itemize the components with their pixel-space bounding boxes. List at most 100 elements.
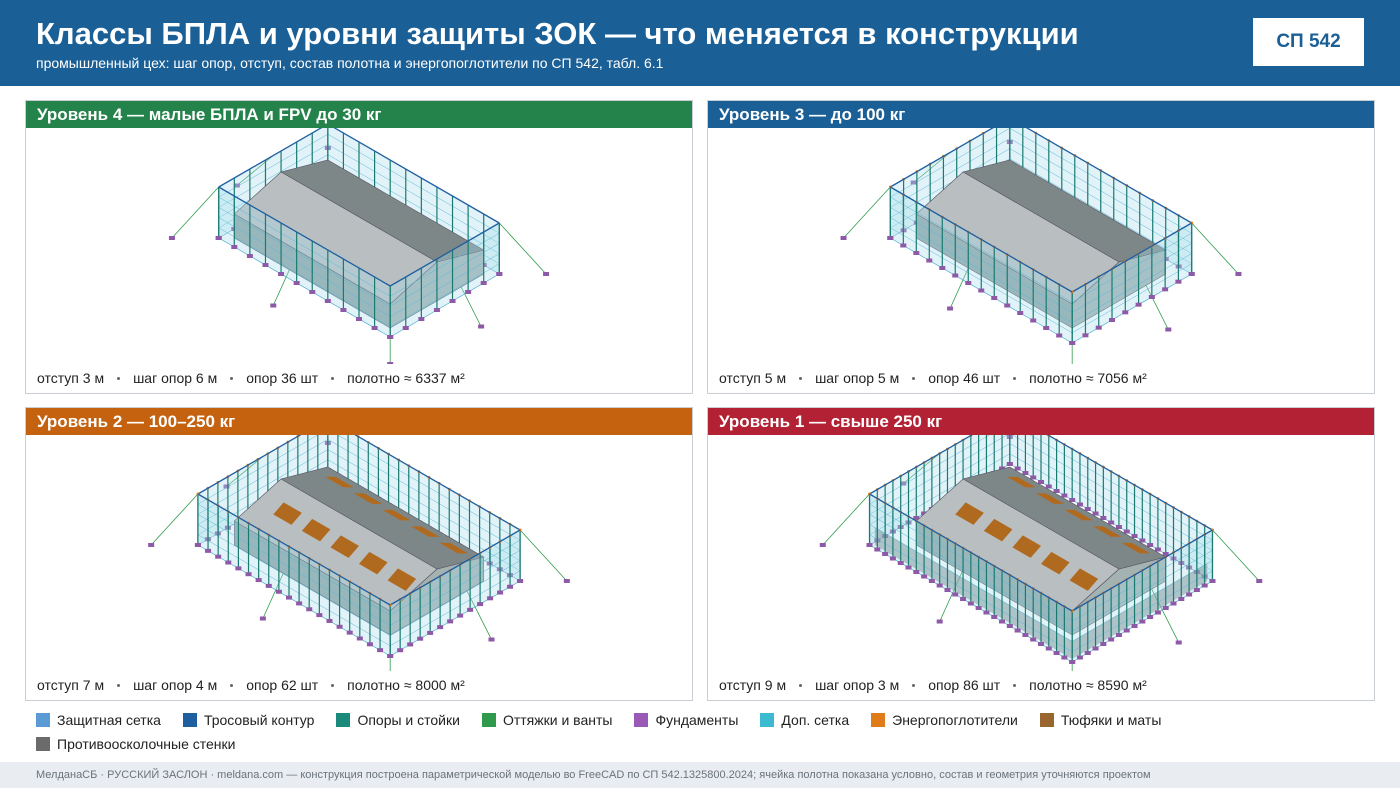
foundation bbox=[366, 642, 373, 647]
anchor bbox=[910, 180, 917, 185]
subtitle: промышленный цех: шаг опор, отступ, сост… bbox=[36, 55, 664, 71]
foundation bbox=[1100, 642, 1107, 646]
mat bbox=[1092, 526, 1122, 537]
mat bbox=[410, 526, 440, 537]
cable bbox=[389, 222, 500, 287]
mat bbox=[353, 493, 383, 504]
foundation bbox=[1148, 295, 1155, 299]
foundation bbox=[1030, 475, 1037, 480]
foundation bbox=[417, 636, 424, 641]
guy-wire bbox=[519, 529, 568, 582]
legend-item: Тюфяки и маты bbox=[1039, 708, 1161, 732]
mat bbox=[1012, 535, 1041, 558]
mat bbox=[955, 502, 984, 525]
mesh-line bbox=[390, 263, 500, 328]
foundation bbox=[1053, 489, 1060, 493]
guy-wire bbox=[236, 155, 274, 186]
legend-label: Доп. сетка bbox=[781, 712, 850, 728]
foundation bbox=[1092, 646, 1099, 651]
mat bbox=[983, 518, 1013, 542]
building-drawing bbox=[819, 435, 1263, 671]
foundation bbox=[371, 326, 378, 330]
foundation bbox=[983, 610, 990, 615]
foundation bbox=[397, 648, 404, 653]
mat bbox=[382, 509, 411, 521]
separator bbox=[331, 683, 335, 687]
stat: отступ 3 м bbox=[37, 370, 105, 386]
mesh-line bbox=[390, 560, 521, 636]
foundation bbox=[1006, 624, 1013, 628]
anchor bbox=[223, 484, 230, 489]
anchor bbox=[840, 236, 847, 240]
foundation bbox=[377, 648, 384, 653]
mesh-line bbox=[1072, 232, 1192, 303]
foundation bbox=[340, 308, 347, 312]
anchor bbox=[1235, 272, 1242, 276]
foundation bbox=[905, 565, 912, 570]
foundation bbox=[913, 251, 920, 255]
foundation bbox=[1170, 601, 1177, 606]
foundation bbox=[1147, 615, 1154, 619]
foundation bbox=[1139, 619, 1146, 624]
mesh-line bbox=[218, 207, 391, 307]
foundation bbox=[952, 273, 959, 278]
legend-label: Фундаменты bbox=[655, 712, 739, 728]
foundation bbox=[1115, 525, 1122, 529]
foundation bbox=[316, 613, 323, 618]
mat bbox=[330, 535, 359, 558]
stat: опор 62 шт bbox=[246, 677, 319, 693]
stats: отступ 5 м шаг опор 5 м опор 46 шт полотно … bbox=[719, 370, 1147, 386]
foundation bbox=[215, 554, 222, 559]
stat: шаг опор 5 м bbox=[815, 370, 900, 386]
mesh-line bbox=[890, 138, 1010, 208]
mesh-line bbox=[390, 570, 521, 647]
legend-label: Тросовый контур bbox=[203, 712, 315, 728]
foundation bbox=[928, 579, 935, 583]
mesh-line bbox=[197, 534, 391, 647]
mesh-line bbox=[890, 128, 1010, 198]
foundation bbox=[1043, 326, 1050, 330]
mesh-line bbox=[197, 514, 391, 626]
mat bbox=[1069, 568, 1099, 591]
separator bbox=[799, 683, 803, 687]
foundation bbox=[1186, 592, 1193, 597]
legend-item: Энергопоглотители bbox=[871, 708, 1018, 732]
mat bbox=[1007, 476, 1036, 488]
legend-item: Доп. сетка bbox=[760, 708, 849, 732]
cable bbox=[354, 435, 521, 531]
legend-item: Опоры и стойки bbox=[336, 708, 460, 732]
anchor bbox=[819, 543, 826, 547]
legend-item: Фундаменты bbox=[634, 708, 738, 732]
stat: шаг опор 6 м bbox=[133, 370, 218, 386]
anchor bbox=[168, 236, 175, 240]
mesh-line bbox=[1072, 243, 1192, 313]
foundation bbox=[346, 630, 353, 635]
cable bbox=[1025, 128, 1193, 224]
mesh-line bbox=[327, 154, 500, 254]
guy-wire bbox=[1191, 222, 1239, 275]
mesh-line bbox=[327, 144, 500, 244]
foundation bbox=[978, 288, 985, 293]
foundation bbox=[194, 543, 201, 547]
mat bbox=[301, 518, 331, 542]
mesh-line bbox=[390, 550, 521, 626]
foundation bbox=[1069, 341, 1076, 345]
anchor bbox=[488, 637, 495, 642]
legend-swatch bbox=[182, 713, 197, 727]
foundation bbox=[285, 595, 292, 600]
stats: отступ 9 м шаг опор 3 м опор 86 шт полотно … bbox=[719, 677, 1147, 693]
foundation bbox=[1076, 502, 1083, 507]
foundation bbox=[999, 619, 1006, 624]
header: Классы БПЛА и уровни защиты ЗОК — что ме… bbox=[0, 0, 1400, 86]
legend-label: Противоосколочные стенки bbox=[57, 736, 236, 752]
panel: Уровень 2 — 100–250 кг отступ 7 м шаг опор… bbox=[25, 407, 693, 701]
legend-label: Оттяжки и ванты bbox=[502, 712, 613, 728]
foundation bbox=[1162, 606, 1169, 610]
foundation bbox=[1131, 624, 1138, 628]
mesh-line bbox=[218, 133, 328, 198]
legend-swatch bbox=[481, 713, 496, 727]
foundation bbox=[1076, 655, 1083, 660]
anchor bbox=[233, 183, 240, 188]
foundation bbox=[1006, 462, 1013, 466]
